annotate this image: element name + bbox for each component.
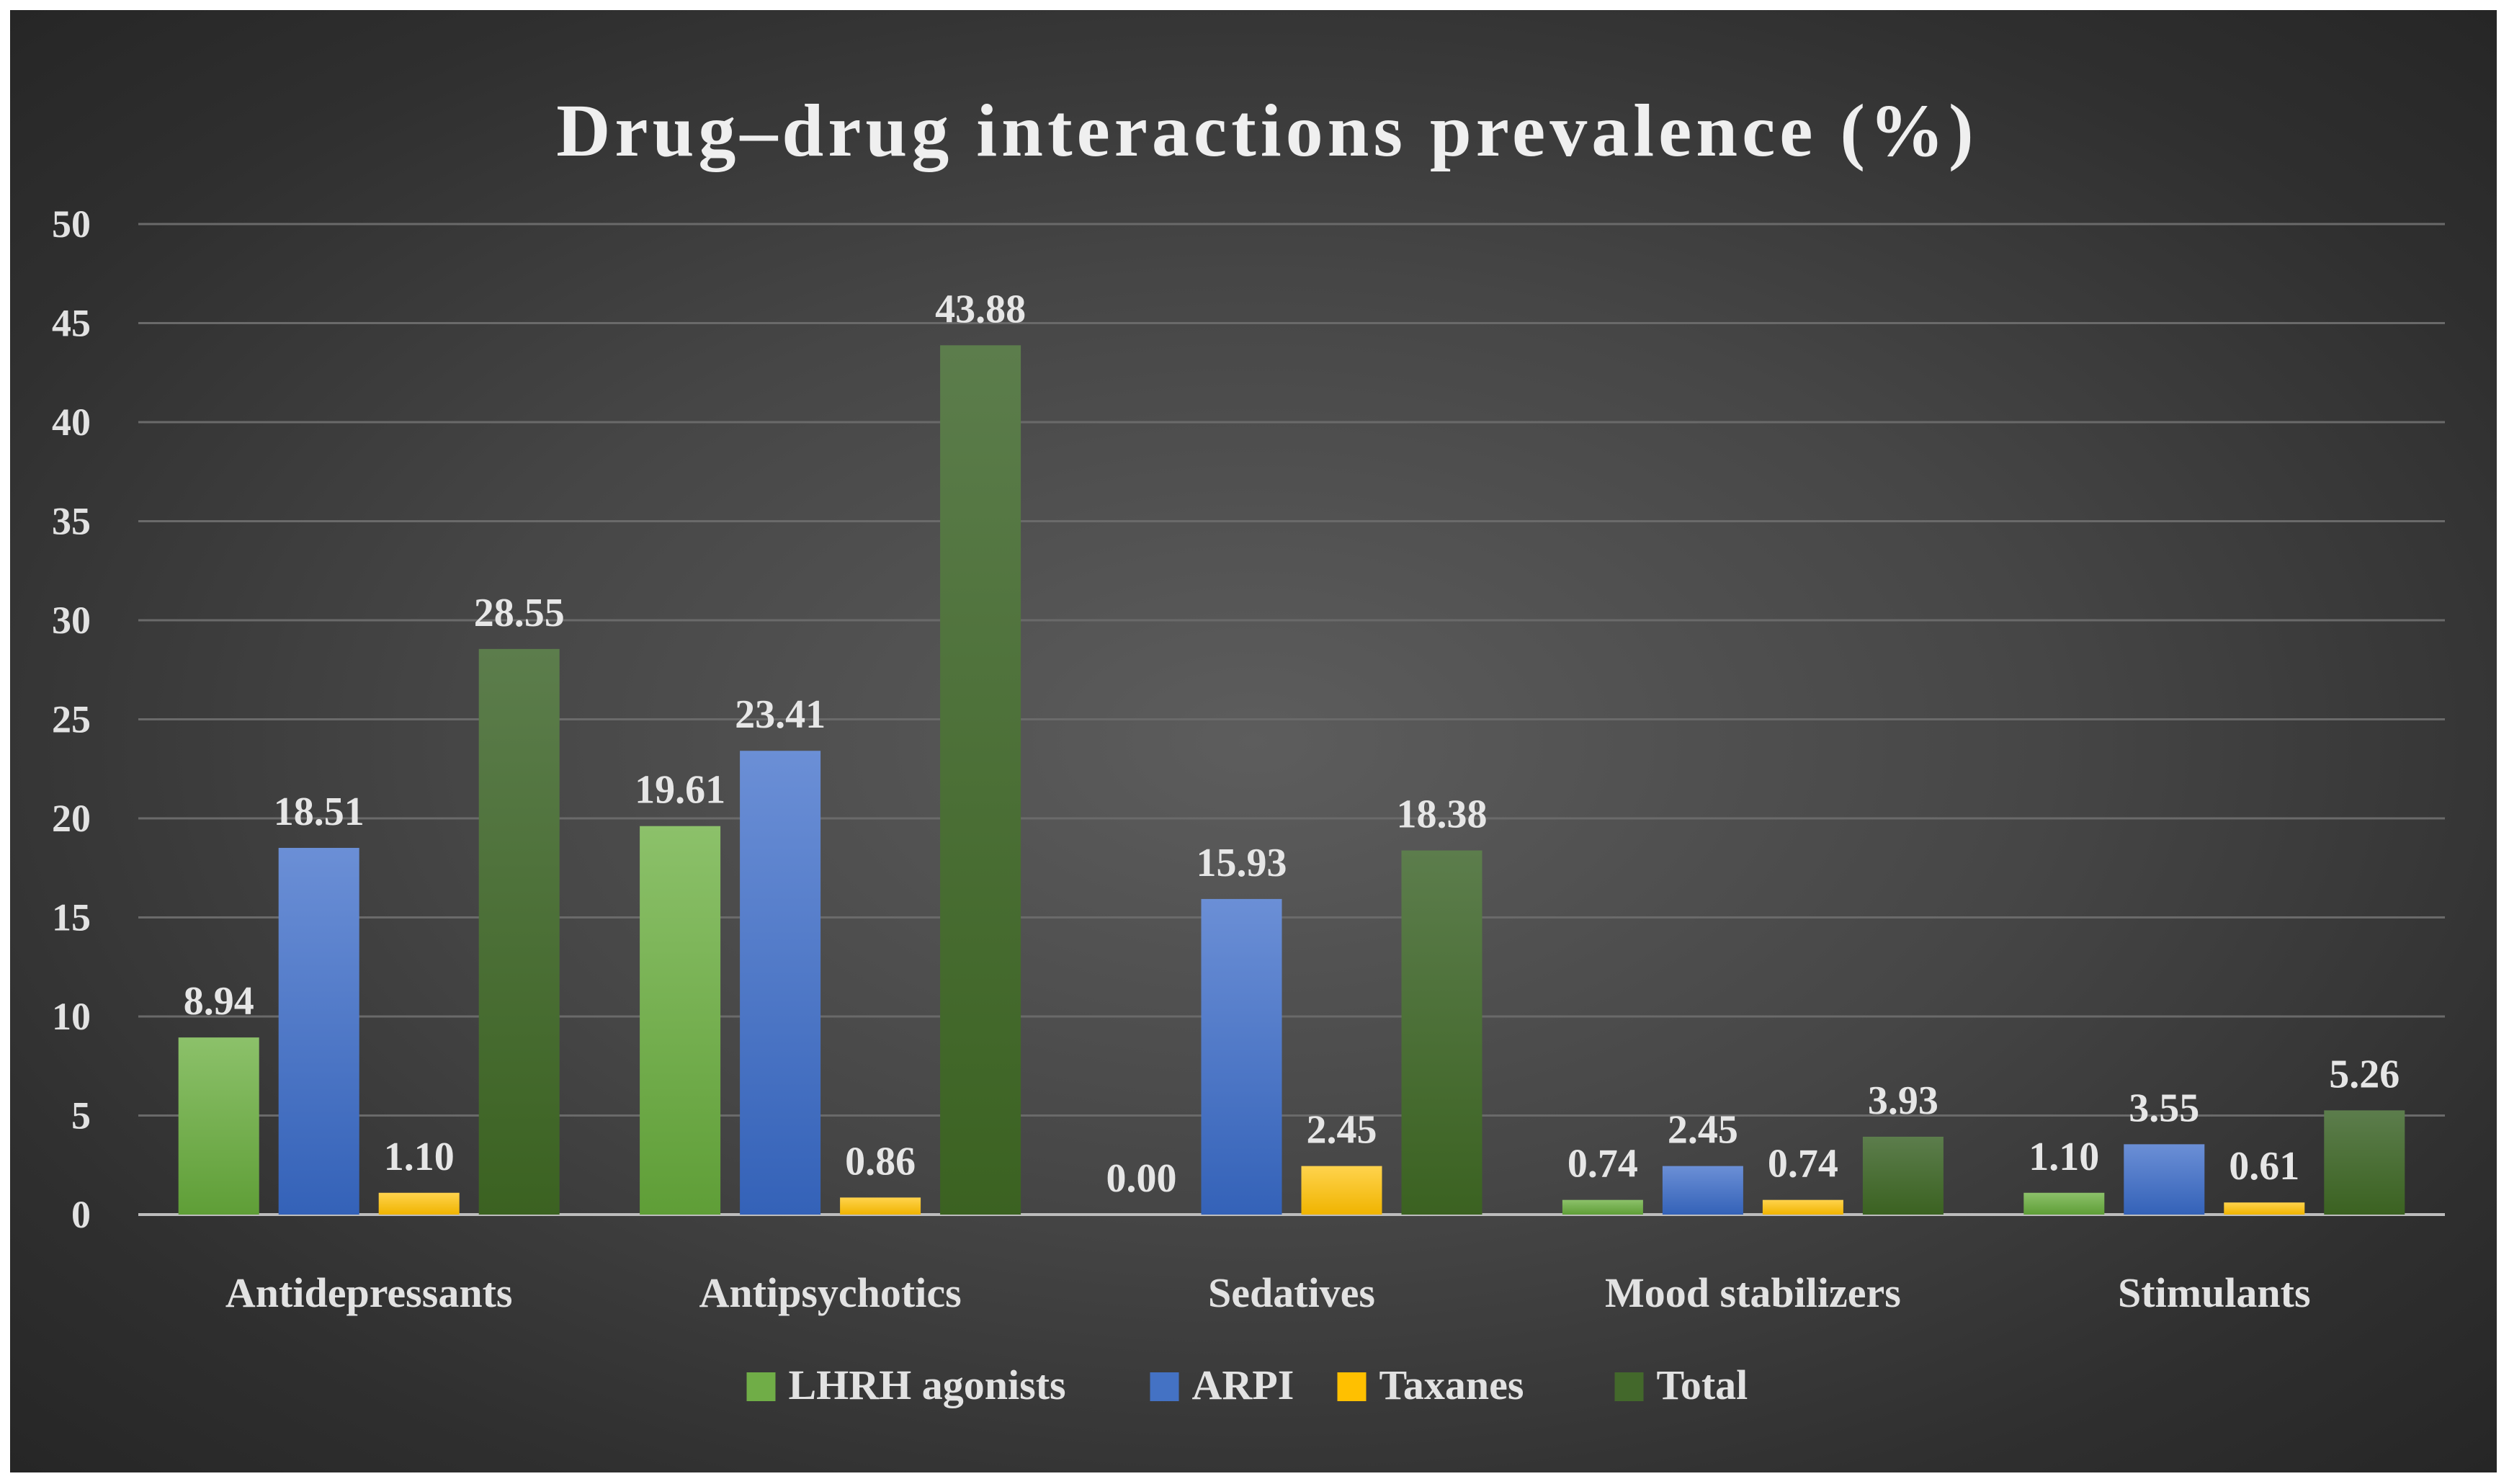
- bar-arpi-antipsychotics: [740, 751, 821, 1215]
- data-label-taxanes-mood-stabilizers: 0.74: [1768, 1142, 1838, 1186]
- x-axis: Antidepressants Antipsychotics Sedatives Mo…: [225, 1269, 2311, 1316]
- data-label-lhrh-agonists-antidepressants: 8.94: [184, 979, 254, 1024]
- legend-label-taxanes: Taxanes: [1379, 1362, 1524, 1408]
- data-label-total-antidepressants: 28.55: [474, 591, 565, 635]
- y-tick-label-30: 30: [52, 599, 91, 642]
- bar-taxanes-mood-stabilizers: [1762, 1199, 1843, 1215]
- data-label-arpi-antipsychotics: 23.41: [735, 692, 826, 737]
- data-label-taxanes-antipsychotics: 0.86: [845, 1139, 916, 1184]
- chart-frame: Drug–drug interactions prevalence (%) 0 5…: [10, 10, 2497, 1472]
- bar-taxanes-stimulants: [2224, 1202, 2305, 1215]
- bar-total-sedatives: [1401, 850, 1482, 1215]
- y-axis: 0 5 10 15 20 25 30 35 40 45 50: [52, 202, 2445, 1236]
- bar-arpi-stimulants: [2124, 1144, 2205, 1215]
- legend-swatch-taxanes: [1337, 1372, 1367, 1401]
- data-label-arpi-stimulants: 3.55: [2129, 1086, 2199, 1130]
- legend-swatch-arpi: [1150, 1372, 1179, 1401]
- bar-lhrh-agonists-stimulants: [2023, 1192, 2105, 1215]
- bar-taxanes-antidepressants: [378, 1192, 460, 1215]
- x-tick-label-stimulants: Stimulants: [2118, 1269, 2311, 1316]
- bar-taxanes-antipsychotics: [840, 1197, 921, 1215]
- legend-swatch-total: [1614, 1372, 1644, 1401]
- data-label-total-stimulants: 5.26: [2329, 1052, 2400, 1096]
- y-tick-label-10: 10: [52, 995, 91, 1038]
- data-label-taxanes-stimulants: 0.61: [2229, 1144, 2299, 1189]
- legend-label-total: Total: [1657, 1362, 1748, 1408]
- data-label-lhrh-agonists-sedatives: 0.00: [1106, 1156, 1177, 1201]
- bar-total-antipsychotics: [940, 345, 1021, 1215]
- x-tick-label-antidepressants: Antidepressants: [225, 1269, 513, 1316]
- y-tick-label-35: 35: [52, 500, 91, 543]
- bar-taxanes-sedatives: [1301, 1166, 1382, 1215]
- data-label-arpi-mood-stabilizers: 2.45: [1668, 1108, 1738, 1153]
- bar-lhrh-agonists-antipsychotics: [640, 826, 721, 1215]
- bar-total-antidepressants: [478, 648, 560, 1215]
- chart-title: Drug–drug interactions prevalence (%): [556, 89, 1977, 172]
- bar-total-stimulants: [2324, 1110, 2405, 1215]
- bar-lhrh-agonists-mood-stabilizers: [1562, 1199, 1643, 1215]
- y-tick-label-20: 20: [52, 797, 91, 840]
- bar-lhrh-agonists-antidepressants: [178, 1037, 259, 1215]
- y-tick-label-25: 25: [52, 698, 91, 741]
- bar-arpi-sedatives: [1201, 898, 1282, 1215]
- y-tick-label-15: 15: [52, 896, 91, 939]
- data-label-total-mood-stabilizers: 3.93: [1868, 1078, 1938, 1123]
- x-tick-label-sedatives: Sedatives: [1208, 1269, 1375, 1316]
- data-label-total-antipsychotics: 43.88: [935, 287, 1026, 331]
- legend-label-arpi: ARPI: [1192, 1362, 1294, 1408]
- data-label-lhrh-agonists-antipsychotics: 19.61: [635, 768, 725, 813]
- bar-arpi-antidepressants: [278, 847, 359, 1215]
- data-label-taxanes-antidepressants: 1.10: [384, 1135, 455, 1179]
- data-label-arpi-sedatives: 15.93: [1197, 841, 1287, 885]
- x-tick-label-mood-stabilizers: Mood stabilizers: [1605, 1269, 1901, 1316]
- y-tick-label-0: 0: [71, 1193, 91, 1236]
- y-tick-label-40: 40: [52, 401, 91, 444]
- bar-arpi-mood-stabilizers: [1662, 1166, 1743, 1215]
- legend-label-lhrh-agonists: LHRH agonists: [789, 1362, 1066, 1408]
- y-tick-label-50: 50: [52, 202, 91, 246]
- bar-total-mood-stabilizers: [1862, 1136, 1944, 1215]
- y-tick-label-45: 45: [52, 302, 91, 345]
- data-label-taxanes-sedatives: 2.45: [1307, 1108, 1377, 1153]
- data-label-lhrh-agonists-stimulants: 1.10: [2029, 1135, 2099, 1179]
- data-label-total-sedatives: 18.38: [1397, 792, 1488, 837]
- y-tick-label-5: 5: [71, 1094, 91, 1137]
- bars: [178, 345, 2405, 1215]
- bar-chart: Drug–drug interactions prevalence (%) 0 5…: [52, 89, 2445, 1408]
- legend: LHRH agonists ARPI Taxanes Total: [746, 1362, 1748, 1408]
- data-label-arpi-antidepressants: 18.51: [274, 790, 365, 834]
- data-label-lhrh-agonists-mood-stabilizers: 0.74: [1567, 1142, 1638, 1186]
- x-tick-label-antipsychotics: Antipsychotics: [699, 1269, 962, 1316]
- legend-swatch-lhrh-agonists: [746, 1372, 776, 1401]
